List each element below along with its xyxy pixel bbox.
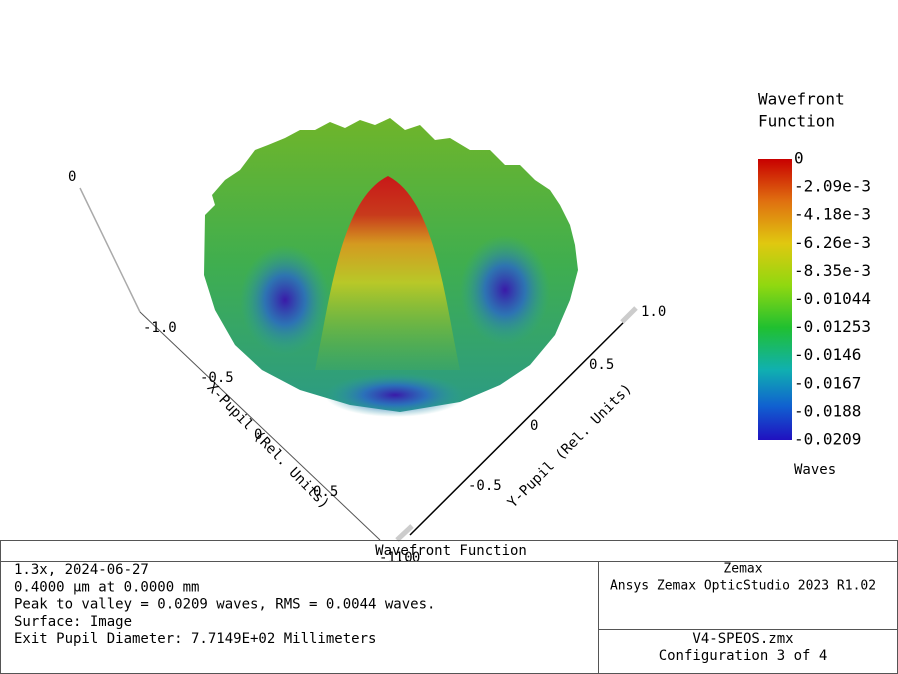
surface-low <box>325 373 465 417</box>
info-line: Surface: Image <box>14 614 132 630</box>
surface-peak <box>315 176 460 370</box>
legend-label: -4.18e-3 <box>794 205 871 224</box>
footer: Wavefront Function 1.3x, 2024-06-270.400… <box>0 540 898 674</box>
surface <box>204 118 578 417</box>
legend-label: -8.35e-3 <box>794 261 871 280</box>
info-line: 0.4000 µm at 0.0000 mm <box>14 579 199 595</box>
legend-title: Function <box>758 112 835 131</box>
tick-label: 0 <box>254 427 262 443</box>
tick-label: -1.0 <box>143 320 177 336</box>
tick-label: 1.0 <box>641 304 666 320</box>
legend: Wavefront Function Waves 0 -2.09e-3 -4.18e… <box>758 90 871 478</box>
legend-label: -2.09e-3 <box>794 177 871 196</box>
info-line: 1.3x, 2024-06-27 <box>14 562 149 578</box>
tick-label: 0.5 <box>589 357 614 373</box>
left-axis <box>139 311 381 541</box>
axis-label: Y-Pupil (Rel. Units) <box>505 381 636 512</box>
tick-label: 0.5 <box>313 484 338 500</box>
file-name: V4-SPEOS.zmx <box>692 631 793 647</box>
surface-low <box>240 245 330 355</box>
legend-label: -0.0209 <box>794 430 861 449</box>
legend-label: 0 <box>794 149 804 168</box>
tick-label: 0 <box>530 418 538 434</box>
legend-label: -0.01044 <box>794 289 871 308</box>
axis-cap <box>395 524 414 542</box>
legend-label: -6.26e-3 <box>794 233 871 252</box>
footer-title: Wavefront Function <box>375 543 527 559</box>
tick-label: -0.5 <box>200 370 234 386</box>
info-line: Exit Pupil Diameter: 7.7149E+02 Millimet… <box>14 631 376 647</box>
axis-cap <box>620 306 638 324</box>
legend-label: -0.0188 <box>794 401 861 420</box>
right-axis <box>409 309 637 536</box>
tick-label: -0.5 <box>468 478 502 494</box>
legend-title: Wavefront <box>758 90 845 109</box>
software-version: Ansys Zemax OpticStudio 2023 R1.02 <box>610 579 876 594</box>
z-axis <box>79 187 141 313</box>
info-line: Peak to valley = 0.0209 waves, RMS = 0.0… <box>14 597 435 613</box>
axis-label: X-Pupil (Rel. Units) <box>204 380 333 512</box>
tick-label: 0 <box>68 169 76 185</box>
color-bar <box>758 159 792 440</box>
software-name: Zemax <box>723 562 762 577</box>
legend-label: -0.01253 <box>794 317 871 336</box>
configuration: Configuration 3 of 4 <box>659 648 828 664</box>
surface-low <box>460 235 550 345</box>
legend-label: -0.0146 <box>794 345 861 364</box>
legend-label: -0.0167 <box>794 373 861 392</box>
legend-unit: Waves <box>794 462 836 478</box>
